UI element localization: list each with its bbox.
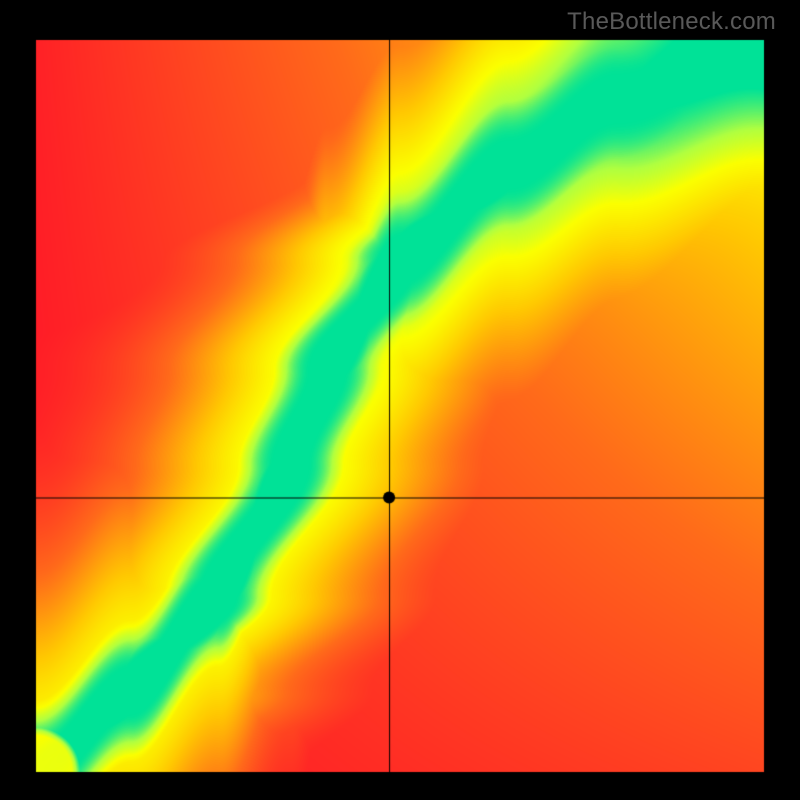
chart-container: TheBottleneck.com [0, 0, 800, 800]
watermark-text: TheBottleneck.com [567, 8, 776, 36]
bottleneck-heatmap [0, 0, 800, 800]
